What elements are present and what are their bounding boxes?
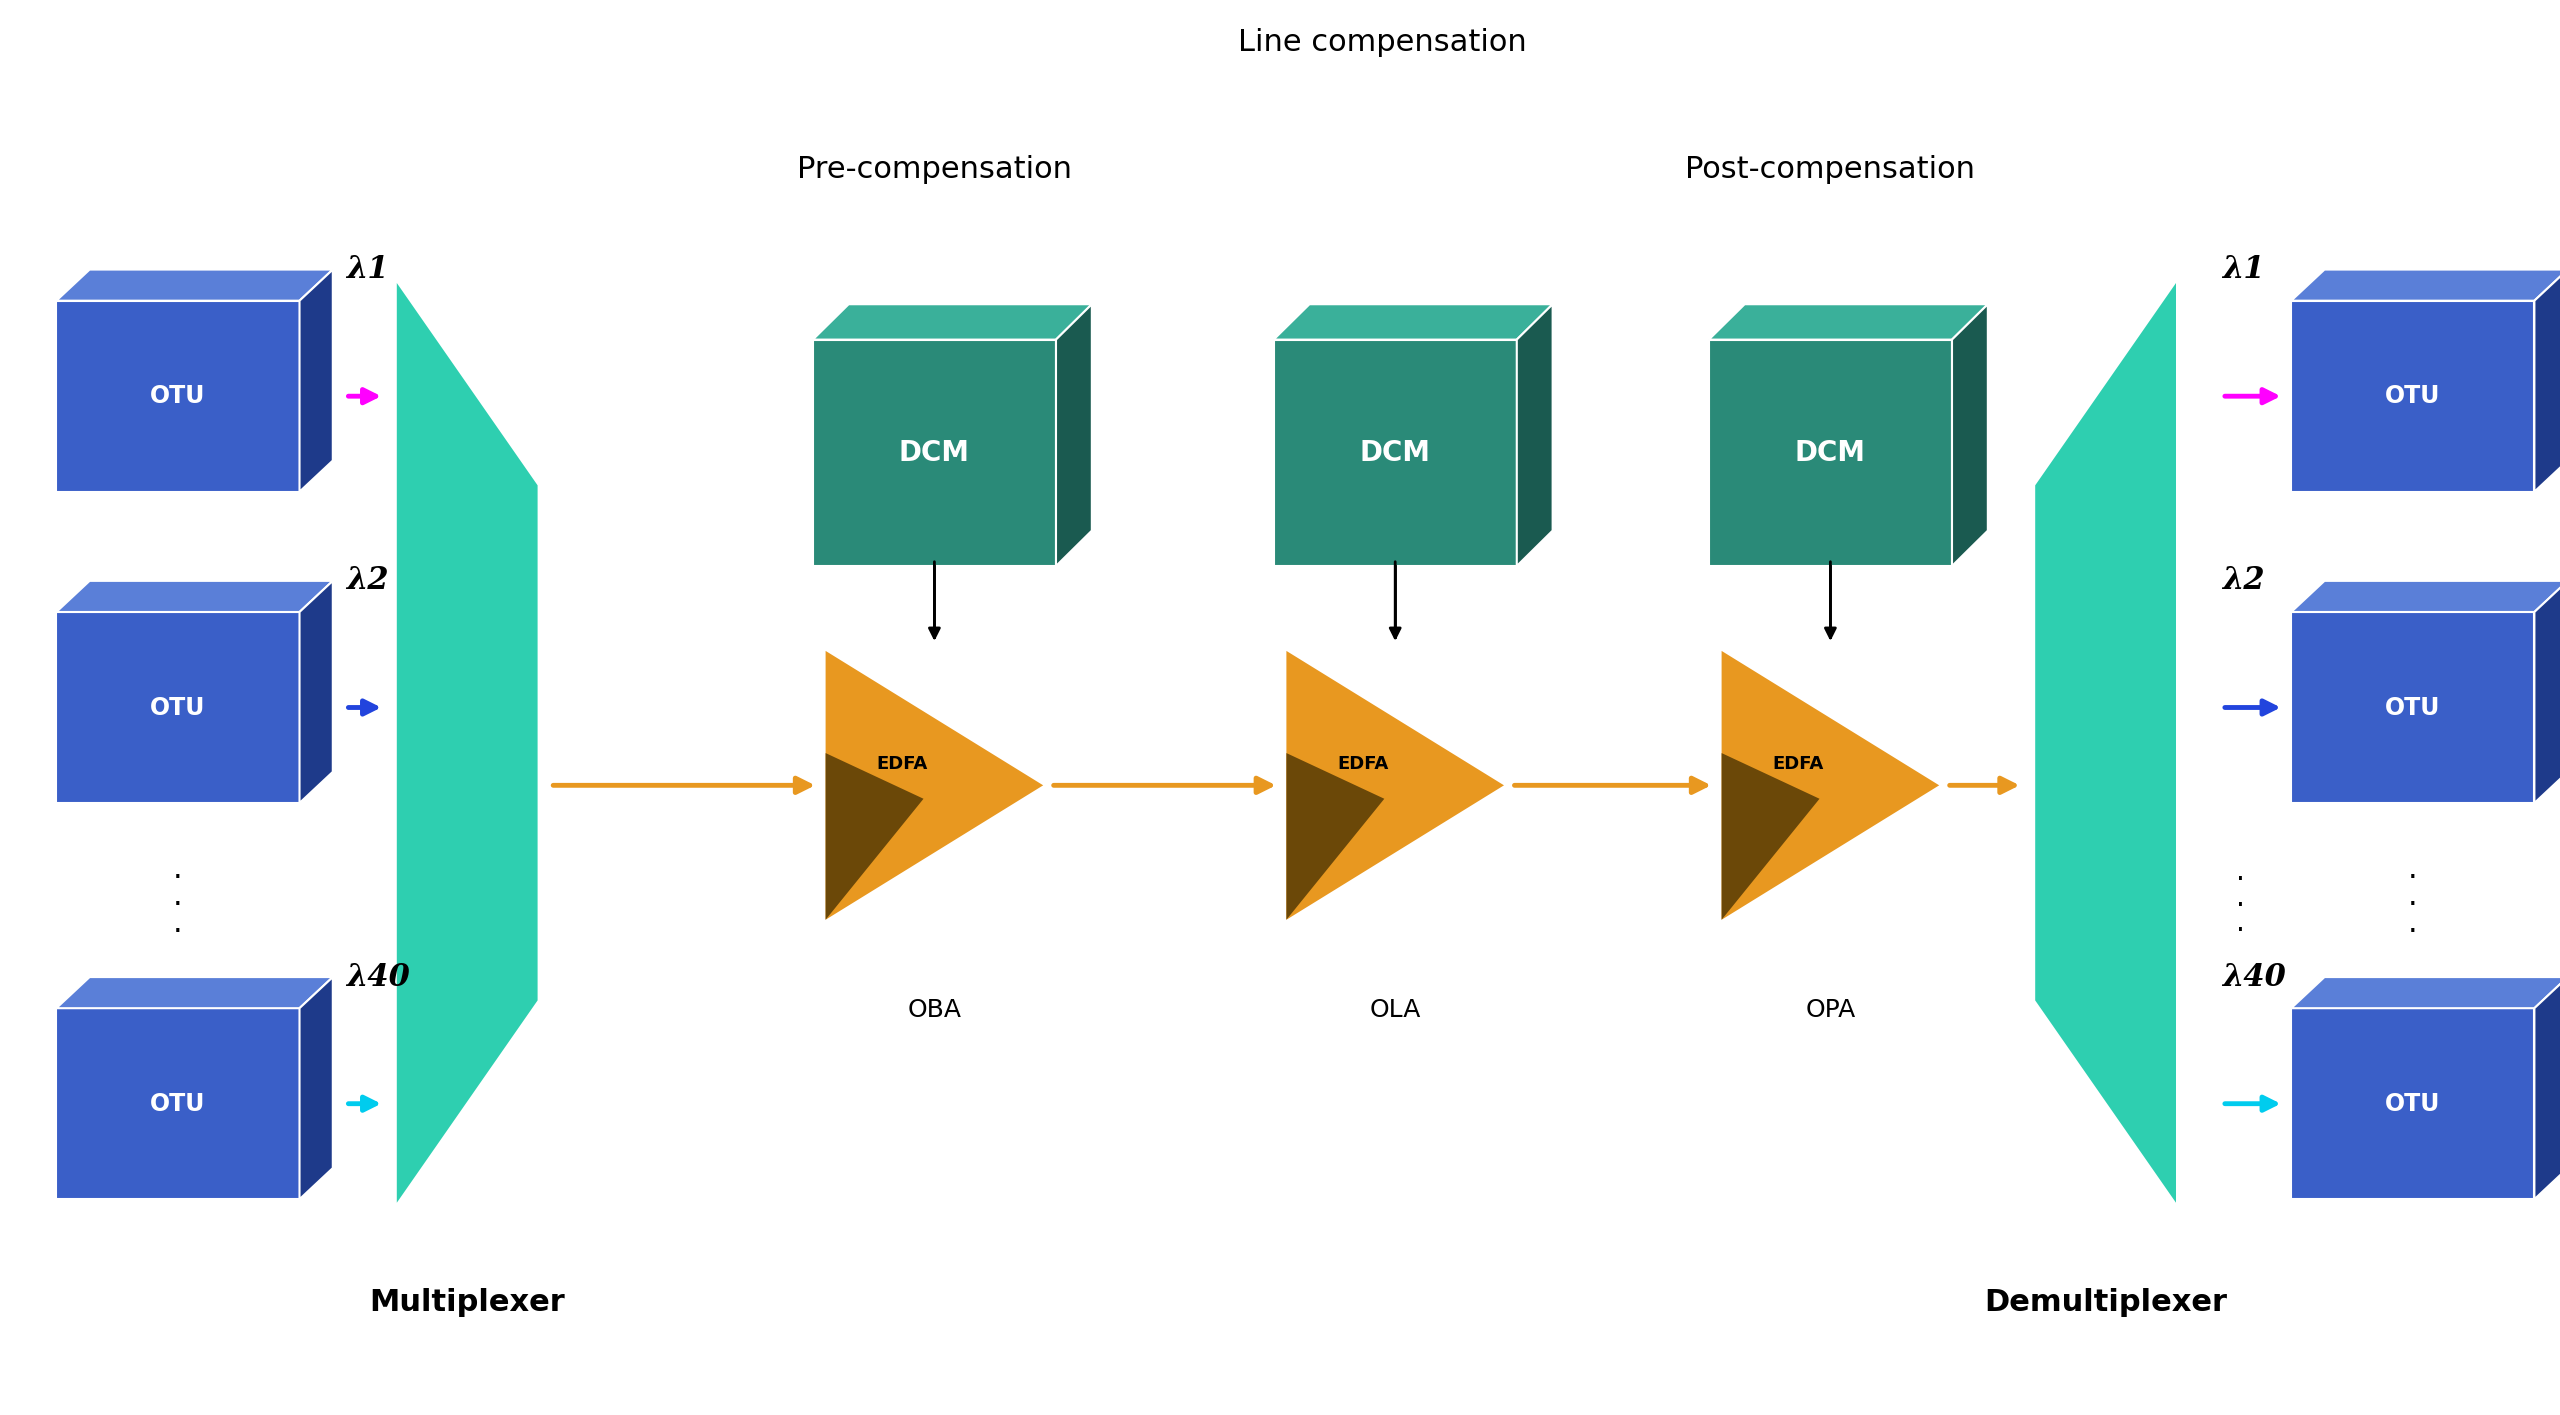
Polygon shape: [56, 613, 300, 804]
Polygon shape: [824, 753, 924, 920]
Text: Post-compensation: Post-compensation: [1684, 156, 1976, 184]
Polygon shape: [56, 978, 333, 1009]
Text: OTU: OTU: [2386, 385, 2440, 408]
Text: EDFA: EDFA: [1772, 754, 1823, 773]
Text: OPA: OPA: [1805, 998, 1856, 1022]
Polygon shape: [2291, 301, 2534, 492]
Polygon shape: [1710, 304, 1987, 340]
Text: λ1: λ1: [346, 255, 389, 286]
Text: ·
·
·: · · ·: [2235, 866, 2245, 945]
Polygon shape: [824, 651, 1044, 920]
Polygon shape: [1953, 304, 1987, 566]
Text: OTU: OTU: [2386, 1092, 2440, 1115]
Text: OTU: OTU: [151, 696, 205, 719]
Text: DCM: DCM: [899, 439, 970, 467]
Polygon shape: [2534, 978, 2560, 1200]
Text: OTU: OTU: [151, 385, 205, 408]
Text: EDFA: EDFA: [1336, 754, 1388, 773]
Text: λ2: λ2: [2222, 566, 2266, 597]
Text: OLA: OLA: [1370, 998, 1421, 1022]
Polygon shape: [2291, 978, 2560, 1009]
Polygon shape: [397, 283, 538, 1203]
Polygon shape: [56, 582, 333, 613]
Text: ·
·
·: · · ·: [2409, 865, 2417, 947]
Text: DCM: DCM: [1795, 439, 1866, 467]
Polygon shape: [814, 304, 1091, 340]
Polygon shape: [1710, 340, 1953, 566]
Polygon shape: [2291, 1009, 2534, 1200]
Polygon shape: [1275, 340, 1518, 566]
Polygon shape: [300, 270, 333, 492]
Polygon shape: [1057, 304, 1091, 566]
Text: Line compensation: Line compensation: [1239, 28, 1526, 57]
Text: DCM: DCM: [1359, 439, 1431, 467]
Text: OTU: OTU: [2386, 696, 2440, 719]
Text: λ40: λ40: [346, 962, 410, 993]
Polygon shape: [56, 270, 333, 301]
Polygon shape: [2291, 270, 2560, 301]
Text: λ40: λ40: [2222, 962, 2286, 993]
Text: λ1: λ1: [2222, 255, 2266, 286]
Polygon shape: [56, 1009, 300, 1200]
Polygon shape: [2035, 283, 2176, 1203]
Polygon shape: [300, 978, 333, 1200]
Polygon shape: [2291, 582, 2560, 613]
Polygon shape: [814, 340, 1057, 566]
Polygon shape: [1720, 651, 1940, 920]
Polygon shape: [300, 582, 333, 804]
Polygon shape: [1720, 753, 1820, 920]
Text: EDFA: EDFA: [876, 754, 927, 773]
Text: OBA: OBA: [906, 998, 963, 1022]
Polygon shape: [2534, 582, 2560, 804]
Text: Multiplexer: Multiplexer: [369, 1288, 566, 1316]
Polygon shape: [1288, 753, 1385, 920]
Polygon shape: [1288, 651, 1505, 920]
Polygon shape: [1518, 304, 1551, 566]
Text: Pre-compensation: Pre-compensation: [796, 156, 1073, 184]
Text: ·
·
·: · · ·: [174, 865, 182, 947]
Text: λ2: λ2: [346, 566, 389, 597]
Polygon shape: [2291, 613, 2534, 804]
Polygon shape: [1275, 304, 1551, 340]
Text: OTU: OTU: [151, 1092, 205, 1115]
Polygon shape: [2534, 270, 2560, 492]
Text: Demultiplexer: Demultiplexer: [1984, 1288, 2227, 1316]
Polygon shape: [56, 301, 300, 492]
